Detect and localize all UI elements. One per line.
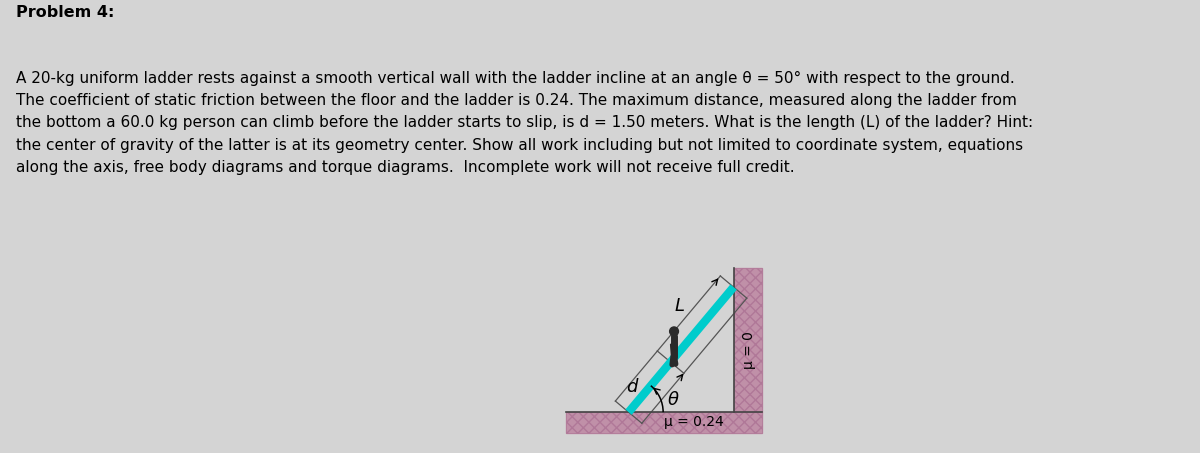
Text: L: L	[674, 297, 684, 315]
Text: θ: θ	[667, 391, 678, 410]
Polygon shape	[733, 268, 762, 412]
Polygon shape	[565, 412, 762, 433]
Text: μ = 0: μ = 0	[742, 331, 756, 369]
Polygon shape	[671, 344, 677, 357]
Circle shape	[670, 327, 678, 336]
Text: A 20-kg uniform ladder rests against a smooth vertical wall with the ladder incl: A 20-kg uniform ladder rests against a s…	[16, 71, 1033, 175]
Polygon shape	[565, 412, 762, 433]
Polygon shape	[733, 268, 762, 412]
Text: Problem 4:: Problem 4:	[16, 5, 114, 20]
Text: μ = 0.24: μ = 0.24	[664, 415, 724, 429]
Text: d: d	[626, 378, 638, 396]
